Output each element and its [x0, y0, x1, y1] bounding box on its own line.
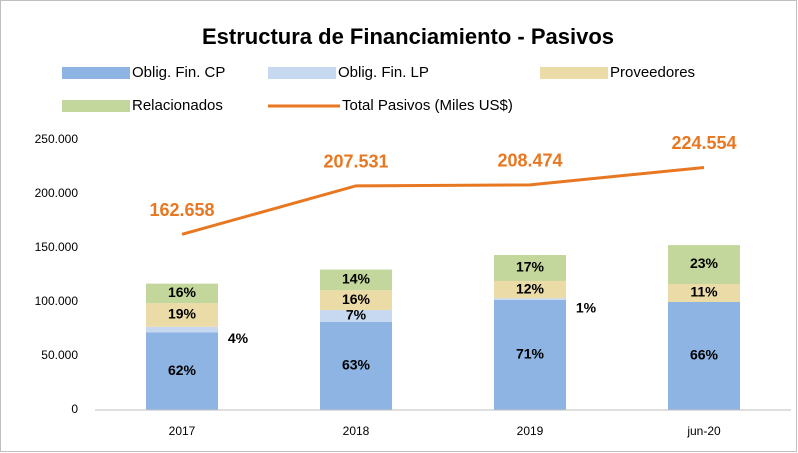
bar-segment: [494, 255, 566, 281]
bar-segment: [320, 269, 392, 291]
segment-label: 19%: [168, 306, 197, 322]
bar-segment: [494, 299, 566, 410]
legend-swatch: [268, 67, 336, 79]
legend-swatch: [62, 100, 130, 112]
segment-label: 17%: [516, 259, 545, 275]
legend-label: Proveedores: [610, 64, 695, 81]
segment-label: 63%: [342, 357, 371, 373]
bar-segment: [494, 298, 566, 300]
legend-label: Relacionados: [132, 97, 223, 114]
bar-segment: [668, 302, 740, 410]
x-tick-label: 2018: [343, 424, 370, 438]
bar-segment: [668, 245, 740, 284]
segment-label: 62%: [168, 362, 197, 378]
segment-label: 66%: [690, 347, 719, 363]
legend-label: Oblig. Fin. CP: [132, 64, 225, 81]
legend-label: Total Pasivos (Miles US$): [342, 97, 513, 114]
bar-segment: [146, 303, 218, 327]
total-label: 208.474: [497, 151, 562, 171]
y-tick-label: 200.000: [35, 186, 79, 200]
bar-segment: [320, 290, 392, 311]
segment-label: 1%: [576, 300, 597, 316]
total-line: [181, 165, 705, 236]
bar-segment: [146, 283, 218, 304]
y-tick-label: 150.000: [35, 240, 79, 254]
segment-label: 16%: [168, 284, 197, 300]
chart-title: Estructura de Financiamiento - Pasivos: [202, 24, 614, 49]
legend-swatch: [540, 67, 608, 79]
x-tick-label: 2017: [169, 424, 196, 438]
segment-label: 4%: [228, 330, 249, 346]
legend-swatch: [62, 67, 130, 79]
bar-segment: [146, 326, 218, 333]
y-tick-label: 250.000: [35, 132, 79, 146]
y-tick-label: 0: [71, 402, 78, 416]
total-label: 224.554: [671, 133, 736, 153]
segment-label: 23%: [690, 255, 719, 271]
bar-segment: [668, 283, 740, 302]
bar-segment: [146, 332, 218, 410]
segment-label: 71%: [516, 346, 545, 362]
segment-label: 16%: [342, 291, 371, 307]
segment-label: 12%: [516, 280, 545, 296]
total-label: 162.658: [149, 200, 214, 220]
x-tick-label: jun-20: [686, 424, 721, 438]
segment-label: 14%: [342, 271, 371, 287]
y-tick-label: 50.000: [41, 348, 78, 362]
x-tick-label: 2019: [517, 424, 544, 438]
total-label: 207.531: [323, 152, 388, 172]
bar-segment: [320, 321, 392, 410]
bar-segment: [494, 280, 566, 299]
segment-label: 11%: [690, 284, 718, 300]
bar-segment: [320, 310, 392, 322]
legend-label: Oblig. Fin. LP: [338, 64, 429, 81]
segment-label: 7%: [346, 307, 367, 323]
y-tick-label: 100.000: [35, 294, 79, 308]
